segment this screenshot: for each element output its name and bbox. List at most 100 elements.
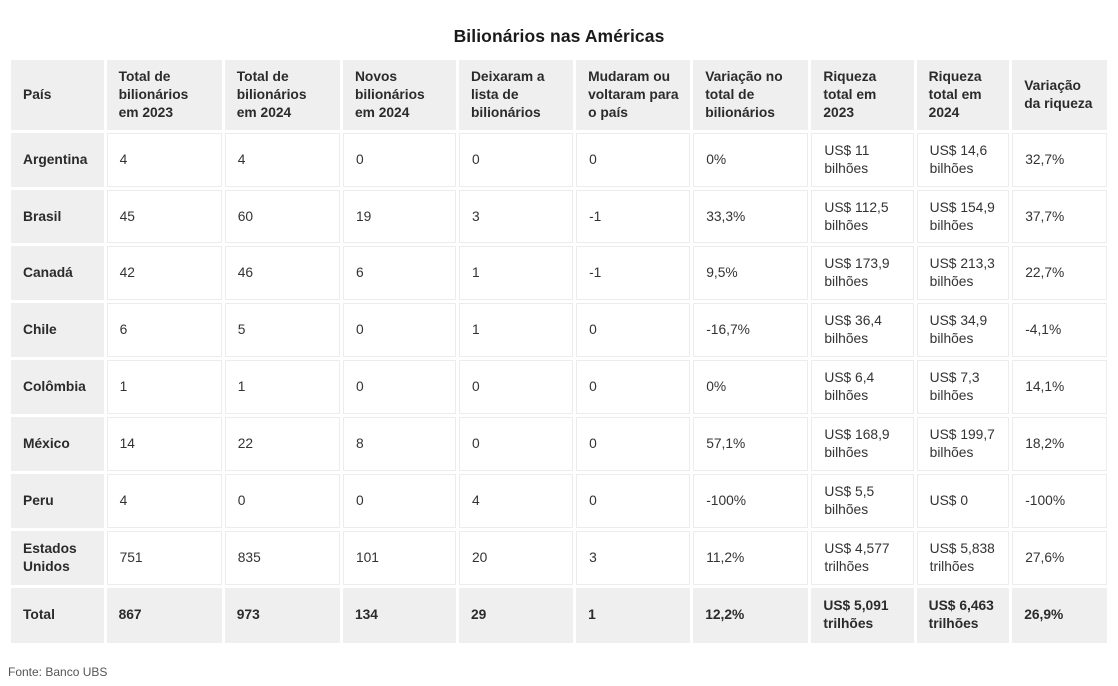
value-cell: 9,5% [693, 246, 809, 301]
value-cell: 0 [576, 473, 691, 528]
table-row: Canadá 42 46 6 1 -1 9,5% US$ 173,9 bilhões US$ 2… [11, 246, 1107, 301]
value-cell: 1 [458, 246, 574, 301]
value-cell: US$ 36,4 bilhões [811, 303, 914, 358]
value-cell: 33,3% [693, 189, 809, 244]
value-cell: 32,7% [1012, 132, 1107, 187]
value-cell: 42 [106, 246, 222, 301]
value-cell: US$ 213,3 bilhões [916, 246, 1010, 301]
value-cell: -1 [576, 189, 691, 244]
value-cell: 6 [342, 246, 456, 301]
value-cell: 27,6% [1012, 530, 1107, 585]
value-cell: 37,7% [1012, 189, 1107, 244]
value-cell: 14,1% [1012, 360, 1107, 414]
value-cell: US$ 112,5 bilhões [811, 189, 914, 244]
value-cell: US$ 154,9 bilhões [916, 189, 1010, 244]
value-cell: 45 [106, 189, 222, 244]
value-cell: US$ 168,9 bilhões [811, 416, 914, 471]
value-cell: 4 [224, 132, 340, 187]
value-cell: US$ 0 [916, 473, 1010, 528]
table-body: Argentina 4 4 0 0 0 0% US$ 11 bilhões US$ 14,6 b… [11, 132, 1107, 643]
country-cell: Canadá [11, 246, 104, 301]
column-header: Mudaram ou voltaram para o país [576, 60, 691, 130]
value-cell: US$ 4,577 trilhões [811, 530, 914, 585]
value-cell: 1 [458, 303, 574, 358]
country-cell: Chile [11, 303, 104, 358]
value-cell: 60 [224, 189, 340, 244]
value-cell: 0 [576, 303, 691, 358]
value-cell: 0 [224, 473, 340, 528]
table-row: Peru 4 0 0 4 0 -100% US$ 5,5 bilhões US$ 0 -100% [11, 473, 1107, 528]
column-header: Variação da riqueza [1012, 60, 1107, 130]
value-cell: US$ 199,7 bilhões [916, 416, 1010, 471]
value-cell: 1 [576, 587, 691, 643]
table-row: Estados Unidos 751 835 101 20 3 11,2% US$ 4,577… [11, 530, 1107, 585]
value-cell: -4,1% [1012, 303, 1107, 358]
value-cell: 6 [106, 303, 222, 358]
value-cell: 0 [576, 132, 691, 187]
value-cell: -16,7% [693, 303, 809, 358]
value-cell: 0 [576, 360, 691, 414]
country-cell: Estados Unidos [11, 530, 104, 585]
table-row: Chile 6 5 0 1 0 -16,7% US$ 36,4 bilhões US$ 34,9… [11, 303, 1107, 358]
value-cell: US$ 6,463 trilhões [916, 587, 1010, 643]
column-header: País [11, 60, 104, 130]
value-cell: 46 [224, 246, 340, 301]
billionaires-table: País Total de bilionários em 2023 Total de… [8, 57, 1110, 646]
value-cell: 0 [458, 416, 574, 471]
value-cell: 0 [342, 132, 456, 187]
country-cell: Peru [11, 473, 104, 528]
country-cell: México [11, 416, 104, 471]
total-row: Total 867 973 134 29 1 12,2% US$ 5,091 trilhões… [11, 587, 1107, 643]
value-cell: 22 [224, 416, 340, 471]
value-cell: 8 [342, 416, 456, 471]
value-cell: 0% [693, 360, 809, 414]
value-cell: 0 [458, 132, 574, 187]
value-cell: 22,7% [1012, 246, 1107, 301]
table-header: País Total de bilionários em 2023 Total de… [11, 60, 1107, 130]
value-cell: 3 [576, 530, 691, 585]
value-cell: 0 [342, 360, 456, 414]
value-cell: 14 [106, 416, 222, 471]
country-cell: Colômbia [11, 360, 104, 414]
value-cell: 26,9% [1012, 587, 1107, 643]
value-cell: 0 [342, 303, 456, 358]
value-cell: 101 [342, 530, 456, 585]
source-note: Fonte: Banco UBS [8, 664, 108, 679]
table-row: Brasil 45 60 19 3 -1 33,3% US$ 112,5 bilhões US$… [11, 189, 1107, 244]
country-cell: Brasil [11, 189, 104, 244]
value-cell: US$ 5,5 bilhões [811, 473, 914, 528]
value-cell: US$ 11 bilhões [811, 132, 914, 187]
value-cell: 0 [458, 360, 574, 414]
value-cell: 973 [224, 587, 340, 643]
value-cell: 20 [458, 530, 574, 585]
header-row: País Total de bilionários em 2023 Total de… [11, 60, 1107, 130]
column-header: Riqueza total em 2024 [916, 60, 1010, 130]
value-cell: -100% [693, 473, 809, 528]
value-cell: 0 [576, 416, 691, 471]
column-header: Total de bilionários em 2024 [224, 60, 340, 130]
value-cell: 11,2% [693, 530, 809, 585]
value-cell: 57,1% [693, 416, 809, 471]
country-cell: Argentina [11, 132, 104, 187]
value-cell: 835 [224, 530, 340, 585]
value-cell: US$ 5,838 trilhões [916, 530, 1010, 585]
value-cell: 0 [342, 473, 456, 528]
value-cell: 1 [224, 360, 340, 414]
value-cell: 4 [106, 473, 222, 528]
value-cell: US$ 6,4 bilhões [811, 360, 914, 414]
page-title: Bilionários nas Américas [453, 26, 665, 46]
value-cell: 18,2% [1012, 416, 1107, 471]
value-cell: US$ 34,9 bilhões [916, 303, 1010, 358]
value-cell: 5 [224, 303, 340, 358]
table-row: Argentina 4 4 0 0 0 0% US$ 11 bilhões US$ 14,6 b… [11, 132, 1107, 187]
table-row: Colômbia 1 1 0 0 0 0% US$ 6,4 bilhões US$ 7,3 bi… [11, 360, 1107, 414]
value-cell: 3 [458, 189, 574, 244]
value-cell: 19 [342, 189, 456, 244]
value-cell: US$ 14,6 bilhões [916, 132, 1010, 187]
value-cell: 751 [106, 530, 222, 585]
country-cell: Total [11, 587, 104, 643]
column-header: Total de bilionários em 2023 [106, 60, 222, 130]
value-cell: 4 [106, 132, 222, 187]
column-header: Deixaram a lista de bilionários [458, 60, 574, 130]
